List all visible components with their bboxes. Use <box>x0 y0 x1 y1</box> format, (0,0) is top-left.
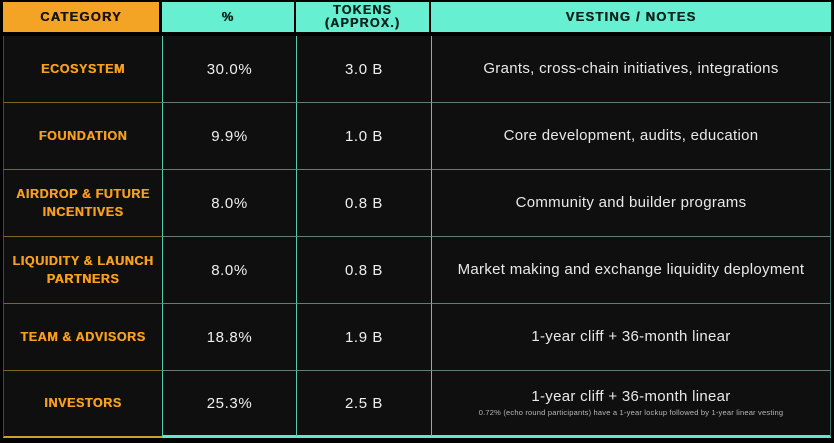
cell-tokens-investors: 2.5 B <box>296 371 431 438</box>
cell-category-liquidity: LIQUIDITY & LAUNCH PARTNERS <box>3 237 162 304</box>
cell-notes-ecosystem: Grants, cross-chain initiatives, integra… <box>431 36 831 103</box>
cell-category-team: TEAM & ADVISORS <box>3 304 162 371</box>
column-header-tokens-line1: TOKENS <box>332 2 393 17</box>
cell-tokens-ecosystem: 3.0 B <box>296 36 431 103</box>
cell-percent-investors: 25.3% <box>162 371 296 438</box>
cell-category-airdrop: AIRDROP & FUTURE INCENTIVES <box>3 170 162 237</box>
cell-notes-foundation: Core development, audits, education <box>431 103 831 170</box>
column-header-percent: % <box>162 2 296 36</box>
cell-percent-airdrop: 8.0% <box>162 170 296 237</box>
cell-category-investors: INVESTORS <box>3 371 162 438</box>
cell-percent-ecosystem: 30.0% <box>162 36 296 103</box>
cell-tokens-foundation: 1.0 B <box>296 103 431 170</box>
cell-notes-team: 1-year cliff + 36-month linear <box>431 304 831 371</box>
cell-tokens-airdrop: 0.8 B <box>296 170 431 237</box>
column-header-tokens: TOKENS (APPROX.) <box>296 2 431 36</box>
cell-notes-investors: 1-year cliff + 36-month linear 0.72% (ec… <box>431 371 831 438</box>
cell-percent-team: 18.8% <box>162 304 296 371</box>
cell-notes-airdrop: Community and builder programs <box>431 170 831 237</box>
column-header-tokens-line2: (APPROX.) <box>324 16 401 30</box>
column-header-vesting: VESTING / NOTES <box>431 2 831 36</box>
cell-category-foundation: FOUNDATION <box>3 103 162 170</box>
cell-percent-liquidity: 8.0% <box>162 237 296 304</box>
investors-vesting-text: 1-year cliff + 36-month linear <box>531 388 731 406</box>
cell-category-ecosystem: ECOSYSTEM <box>3 36 162 103</box>
investors-vesting-footnote: 0.72% (echo round participants) have a 1… <box>478 408 784 418</box>
cell-tokens-team: 1.9 B <box>296 304 431 371</box>
tokenomics-table: CATEGORY % TOKENS (APPROX.) VESTING / NO… <box>3 2 831 438</box>
cell-tokens-liquidity: 0.8 B <box>296 237 431 304</box>
cell-percent-foundation: 9.9% <box>162 103 296 170</box>
column-header-category: CATEGORY <box>3 2 162 36</box>
cell-notes-liquidity: Market making and exchange liquidity dep… <box>431 237 831 304</box>
